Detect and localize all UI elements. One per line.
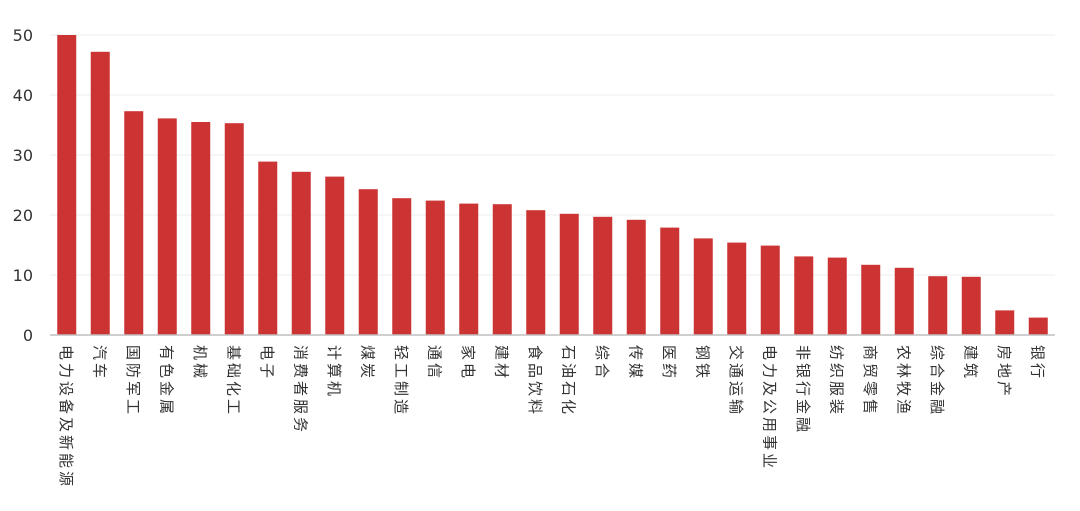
y-tick-label: 50 [13,26,33,45]
x-tick-label: 汽车 [90,345,108,381]
x-tick-label: 商贸零售 [861,345,879,417]
bar [727,242,747,335]
bar [191,122,211,335]
bar [224,123,244,335]
x-axis-labels: 电力设备及新能源 汽车 国防军工 有色金属 机械 基础化工 电子 消费者服务 计算机 煤炭 轻工制造… [57,345,1047,489]
bar [157,118,177,336]
x-tick-label: 计算机 [325,345,343,399]
x-tick-label: 石油石化 [559,345,577,417]
x-tick-label: 电子 [258,345,276,381]
x-tick-label: 银行 [1028,345,1046,381]
x-tick-label: 房地产 [995,345,1013,399]
x-tick-label: 综合金融 [928,345,946,417]
bar [894,267,914,335]
y-tick-label: 10 [13,266,33,285]
x-tick-label: 家电 [459,345,477,381]
bar [861,264,881,335]
x-tick-label: 有色金属 [157,345,175,417]
x-tick-label: 建材 [492,345,510,381]
x-tick-label: 电力及公用事业 [760,345,778,471]
bar [291,171,311,335]
x-tick-label: 综合 [593,345,611,381]
x-tick-label: 轻工制造 [392,345,410,417]
bar [124,111,144,335]
x-tick-label: 纺织服装 [827,345,845,417]
y-tick-label: 20 [13,206,33,225]
bar [392,198,412,335]
bar [626,219,646,335]
bar [693,238,713,335]
bar [794,256,814,335]
bar [660,227,680,335]
bar [1028,317,1048,335]
bars [57,35,1048,336]
bar [425,200,445,335]
bar [760,245,780,335]
y-tick-label: 40 [13,86,33,105]
bar [492,204,512,335]
bar [459,203,479,335]
grid-lines [50,34,1055,276]
x-tick-label: 交通运输 [727,345,745,417]
bar [526,210,546,335]
bar [325,176,345,335]
x-tick-label: 农林牧渔 [894,345,912,417]
bar [995,310,1015,335]
y-tick-label: 30 [13,146,33,165]
bar [90,51,110,336]
bar [559,213,579,335]
y-axis-ticks: 0 10 20 30 40 50 [13,26,33,345]
bar [593,216,613,335]
bar [928,276,948,335]
x-tick-label: 钢铁 [693,345,711,381]
x-tick-label: 机械 [191,345,209,381]
x-tick-label: 煤炭 [358,345,376,381]
x-tick-label: 建筑 [961,345,979,381]
x-tick-label: 基础化工 [224,345,242,417]
x-tick-label: 医药 [660,345,678,381]
y-tick-label: 0 [23,326,33,345]
x-tick-label: 传媒 [626,345,644,381]
bar [827,257,847,335]
bar [358,189,378,335]
bar [258,161,278,335]
x-tick-label: 非银行金融 [794,345,812,435]
bar [961,276,981,335]
x-tick-label: 通信 [425,345,443,381]
x-tick-label: 食品饮料 [526,345,544,417]
x-tick-label: 电力设备及新能源 [57,345,75,489]
x-tick-label: 消费者服务 [291,345,309,435]
x-tick-label: 国防军工 [124,345,142,417]
bar [57,35,77,335]
